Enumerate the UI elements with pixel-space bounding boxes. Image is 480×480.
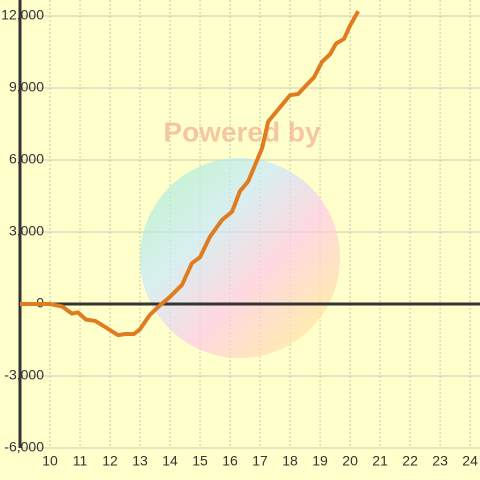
x-tick-label: 18	[282, 453, 298, 469]
x-tick-label: 12	[102, 453, 118, 469]
y-tick-label: 6,000	[9, 151, 44, 167]
x-tick-label: 17	[252, 453, 268, 469]
x-tick-label: 24	[462, 453, 478, 469]
y-tick-label: -3,000	[4, 367, 44, 383]
watermark-text: Powered by	[163, 116, 321, 147]
x-tick-label: 10	[42, 453, 58, 469]
x-tick-label: 14	[162, 453, 178, 469]
x-tick-label: 15	[192, 453, 208, 469]
y-tick-label: 3,000	[9, 223, 44, 239]
x-tick-label: 23	[432, 453, 448, 469]
x-tick-label: 20	[342, 453, 358, 469]
y-tick-label: 9,000	[9, 79, 44, 95]
x-tick-label: 11	[73, 453, 88, 469]
x-tick-label: 13	[132, 453, 148, 469]
x-tick-label: 21	[372, 453, 388, 469]
watermark-logo	[140, 158, 340, 358]
y-tick-label: 12,000	[1, 7, 44, 23]
x-tick-label: 19	[312, 453, 328, 469]
y-tick-label: -6,000	[4, 439, 44, 455]
x-tick-label: 22	[402, 453, 418, 469]
x-tick-label: 16	[222, 453, 238, 469]
data-line	[20, 10, 360, 338]
